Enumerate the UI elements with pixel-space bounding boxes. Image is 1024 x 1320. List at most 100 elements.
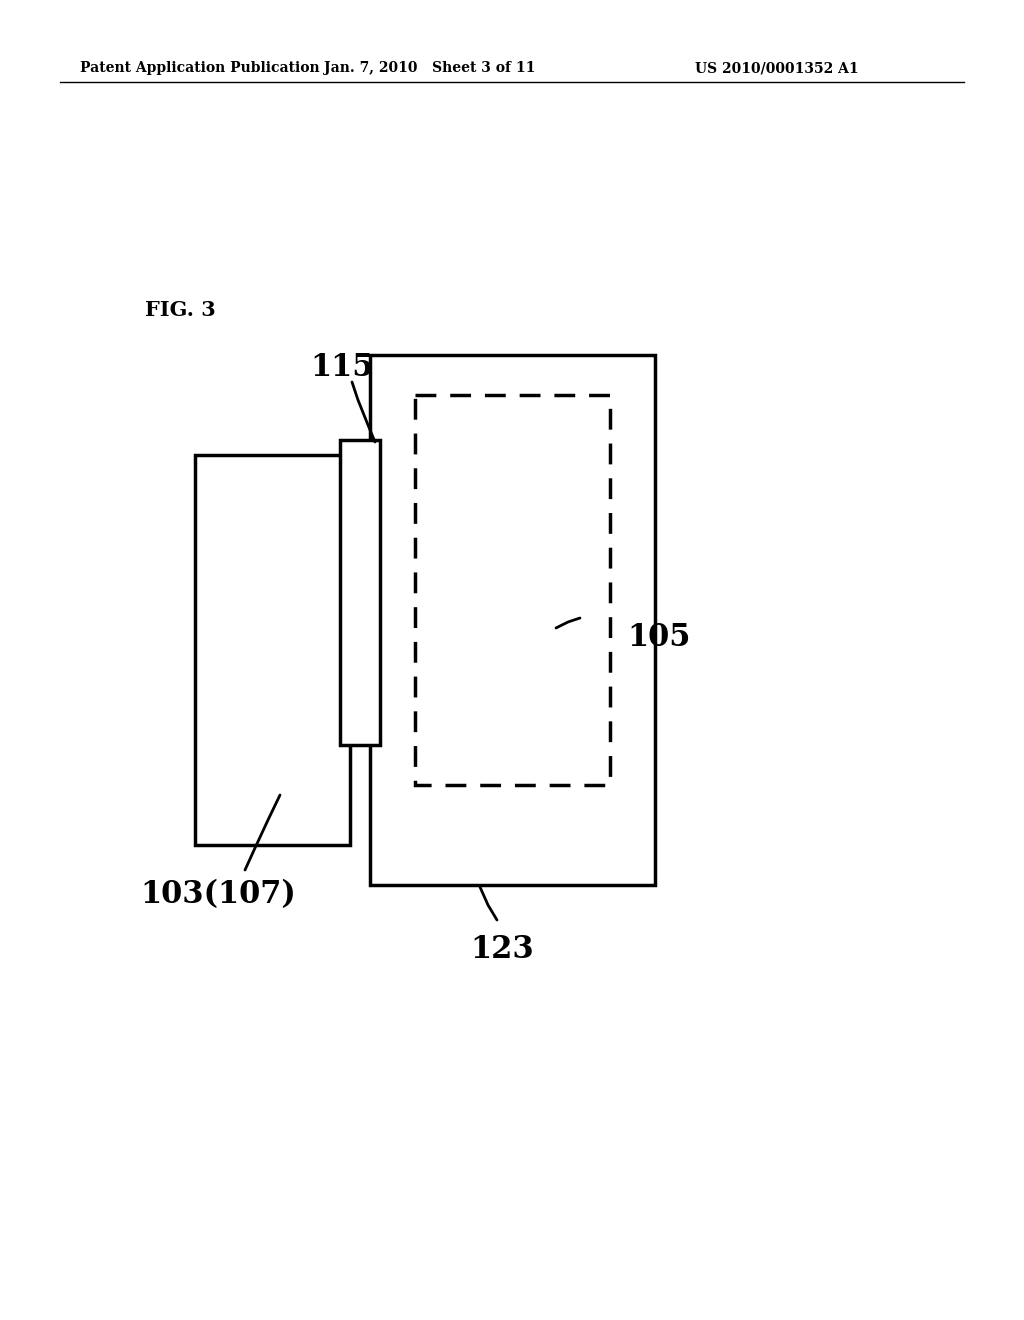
Point <box>243 698 259 719</box>
Point <box>427 557 443 578</box>
Point <box>252 689 268 710</box>
Point <box>517 449 534 470</box>
Point <box>324 564 340 585</box>
Point <box>544 540 560 561</box>
Point <box>306 797 323 818</box>
Point <box>499 639 515 660</box>
Point <box>297 627 313 648</box>
Point <box>463 719 479 741</box>
Point <box>288 788 304 809</box>
Point <box>306 510 323 531</box>
Point <box>216 536 232 557</box>
Point <box>508 432 524 453</box>
Point <box>252 635 268 656</box>
Point <box>472 684 488 705</box>
Point <box>279 752 295 774</box>
Point <box>243 752 259 774</box>
Point <box>288 510 304 531</box>
Point <box>499 665 515 686</box>
Point <box>269 816 286 837</box>
Point <box>499 486 515 507</box>
Point <box>314 752 331 774</box>
Point <box>314 788 331 809</box>
Point <box>427 441 443 462</box>
Point <box>436 566 453 587</box>
Point <box>288 689 304 710</box>
Point <box>427 413 443 434</box>
Point <box>269 663 286 684</box>
Point <box>454 710 470 731</box>
Point <box>525 611 542 632</box>
Point <box>525 503 542 524</box>
Point <box>233 717 250 738</box>
Point <box>243 663 259 684</box>
Point <box>535 719 551 741</box>
Point <box>570 404 587 425</box>
Point <box>570 710 587 731</box>
Point <box>207 663 223 684</box>
Point <box>517 665 534 686</box>
Point <box>580 557 596 578</box>
Point <box>508 458 524 479</box>
Point <box>472 557 488 578</box>
Point <box>243 564 259 585</box>
Point <box>472 630 488 651</box>
Point <box>269 689 286 710</box>
Point <box>207 743 223 764</box>
Point <box>553 630 569 651</box>
Point <box>269 708 286 729</box>
Point <box>333 528 349 549</box>
Point <box>463 602 479 623</box>
Point <box>216 627 232 648</box>
Point <box>444 755 461 776</box>
Point <box>463 729 479 750</box>
Point <box>580 701 596 722</box>
Point <box>333 554 349 576</box>
Point <box>589 630 605 651</box>
Point <box>517 738 534 759</box>
Point <box>418 432 434 453</box>
Point <box>436 746 453 767</box>
Point <box>427 432 443 453</box>
Point <box>243 627 259 648</box>
Point <box>324 797 340 818</box>
Point <box>472 441 488 462</box>
Point <box>427 755 443 776</box>
Point <box>570 467 587 488</box>
Point <box>288 599 304 620</box>
Point <box>570 531 587 552</box>
Point <box>306 573 323 594</box>
Point <box>508 630 524 651</box>
Text: Patent Application Publication: Patent Application Publication <box>80 61 319 75</box>
Point <box>418 738 434 759</box>
Point <box>535 602 551 623</box>
Point <box>553 675 569 696</box>
Point <box>489 486 506 507</box>
Point <box>207 581 223 602</box>
Point <box>499 449 515 470</box>
Point <box>517 611 534 632</box>
Point <box>570 449 587 470</box>
Point <box>324 455 340 477</box>
Point <box>517 396 534 417</box>
Point <box>418 441 434 462</box>
Point <box>544 512 560 533</box>
Point <box>489 738 506 759</box>
Point <box>216 680 232 701</box>
Point <box>225 698 242 719</box>
Point <box>570 665 587 686</box>
Point <box>454 746 470 767</box>
Point <box>216 573 232 594</box>
Point <box>427 422 443 444</box>
Point <box>580 413 596 434</box>
Point <box>589 441 605 462</box>
Point <box>508 729 524 750</box>
Point <box>233 726 250 747</box>
Point <box>570 540 587 561</box>
Point <box>589 611 605 632</box>
Point <box>198 491 214 512</box>
Point <box>499 693 515 714</box>
Point <box>499 755 515 776</box>
Point <box>216 788 232 809</box>
Point <box>589 477 605 498</box>
